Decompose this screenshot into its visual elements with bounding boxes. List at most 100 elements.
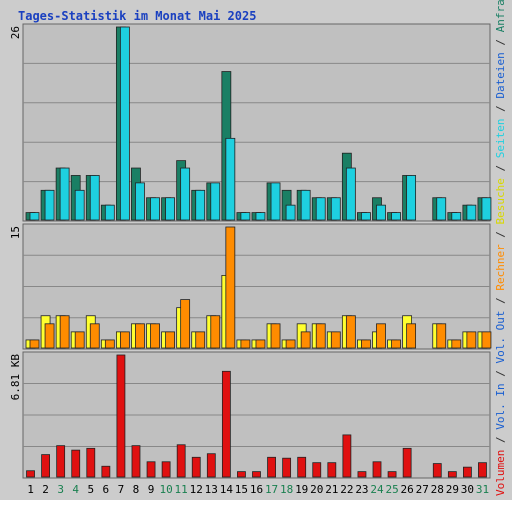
bar-volumen-day-28 [432,463,442,478]
bar-rechner-day-1 [29,339,40,349]
bar-volumen-day-12 [191,456,201,478]
bar-volumen-day-24 [372,461,382,478]
bar-rechner-day-28 [436,323,447,349]
bar-seiten-day-3 [59,167,70,221]
x-tick-label: 3 [57,483,64,496]
bar-volumen-day-4 [71,449,81,478]
x-axis-day-labels: 1 2 3 4 5 6 7 8 9 10 11 12 13 14 15 16 17 18 19 20 21 22 23 24 2… [27,483,489,496]
bar-volumen-day-19 [297,456,307,478]
x-tick-label: 12 [190,483,203,496]
chart-title: Tages-Statistik im Monat Mai 2025 [18,9,256,23]
bar-volumen-day-5 [86,447,96,478]
legend-separator: / [494,158,507,178]
y-axis-max-label: 6.81 KB [9,354,22,401]
bar-volumen-day-30 [463,466,472,478]
panel-volume: 6.81 KB [9,351,491,479]
panel-requests-files: 26 [9,23,492,222]
bar-volumen-day-23 [357,471,367,478]
bar-volumen-day-16 [252,471,261,478]
bar-seiten-day-10 [165,197,175,221]
bar-seiten-day-19 [300,189,311,221]
legend-entry: Seiten [494,118,507,158]
bar-rechner-day-26 [406,323,417,349]
x-tick-label: 24 [370,483,384,496]
legend-entry: Volumen [494,450,507,496]
x-tick-label: 28 [431,483,444,496]
bar-volumen-day-1 [26,470,35,478]
bar-rechner-day-13 [210,315,221,349]
bar-volumen-day-17 [267,456,276,478]
bar-seiten-day-5 [89,175,100,221]
bar-rechner-day-31 [481,331,492,349]
bar-seiten-day-8 [135,182,145,221]
bar-rechner-day-30 [466,331,477,349]
bar-rechner-day-3 [59,315,70,349]
bar-rechner-day-23 [361,339,371,349]
bar-volumen-day-10 [161,461,171,478]
x-tick-label: 30 [461,483,474,496]
bar-volumen-day-8 [131,445,141,478]
bar-rechner-day-18 [285,339,296,349]
bar-seiten-day-16 [255,212,266,221]
bar-rechner-day-19 [300,331,311,349]
x-tick-label: 26 [401,483,414,496]
bar-rechner-day-15 [240,339,251,349]
bar-volumen-day-21 [327,462,337,478]
bar-seiten-day-28 [436,197,447,221]
legend-entry: Dateien [494,52,507,98]
legend: Volumen / Vol. In / Vol. Out / Rechner /… [494,0,507,496]
bar-rechner-day-2 [44,323,55,349]
bar-rechner-day-22 [345,315,356,349]
x-tick-label: 17 [265,483,278,496]
x-tick-label: 14 [220,483,234,496]
chart-panels: 26 15 6.81 KB [9,23,492,479]
bar-rechner-day-25 [391,339,401,349]
bar-seiten-day-4 [74,189,85,221]
bar-volumen-day-20 [312,462,322,478]
bar-rechner-day-12 [195,331,206,349]
x-tick-label: 1 [27,483,34,496]
bar-seiten-day-24 [376,204,386,221]
bar-rechner-day-7 [119,331,130,349]
bar-volumen-day-2 [41,454,50,478]
bar-seiten-day-13 [210,182,221,221]
legend-separator: / [494,224,507,244]
bar-rechner-day-20 [315,323,326,349]
x-tick-label: 25 [385,483,398,496]
bar-rechner-day-6 [104,339,115,349]
x-tick-label: 18 [280,483,293,496]
legend-entry: Vol. In [494,383,507,429]
bar-volumen-day-29 [447,471,457,478]
bar-seiten-day-25 [391,212,401,221]
bar-seiten-day-30 [466,204,477,221]
x-tick-label: 8 [133,483,140,496]
bar-volumen-day-11 [176,444,186,478]
bar-volumen-day-9 [146,461,156,478]
x-tick-label: 10 [159,483,172,496]
bar-seiten-day-26 [406,175,417,221]
legend-entry: Vol. Out [494,311,507,364]
bar-seiten-day-1 [29,212,40,221]
bar-seiten-day-22 [345,167,356,221]
bar-rechner-day-14 [225,226,236,349]
legend-separator: / [494,364,507,384]
legend-text: Volumen / Vol. In / Vol. Out / Rechner /… [494,0,507,496]
x-tick-label: 4 [72,483,79,496]
bar-rechner-day-17 [270,323,281,349]
x-tick-label: 29 [446,483,459,496]
bar-rechner-day-16 [255,339,266,349]
bar-rechner-day-21 [330,331,341,349]
bar-seiten-day-29 [451,212,462,221]
legend-separator: / [494,291,507,311]
x-tick-label: 19 [295,483,308,496]
bar-volumen-day-13 [206,453,216,478]
bar-seiten-day-21 [330,197,341,221]
x-tick-label: 6 [103,483,110,496]
panel-visits-hosts: 15 [9,223,492,350]
bar-seiten-day-9 [150,197,160,221]
bar-volumen-day-25 [387,471,397,478]
legend-separator: / [494,32,507,52]
bar-seiten-day-6 [104,204,115,221]
bar-seiten-day-17 [270,182,281,221]
bar-seiten-day-14 [225,137,236,221]
